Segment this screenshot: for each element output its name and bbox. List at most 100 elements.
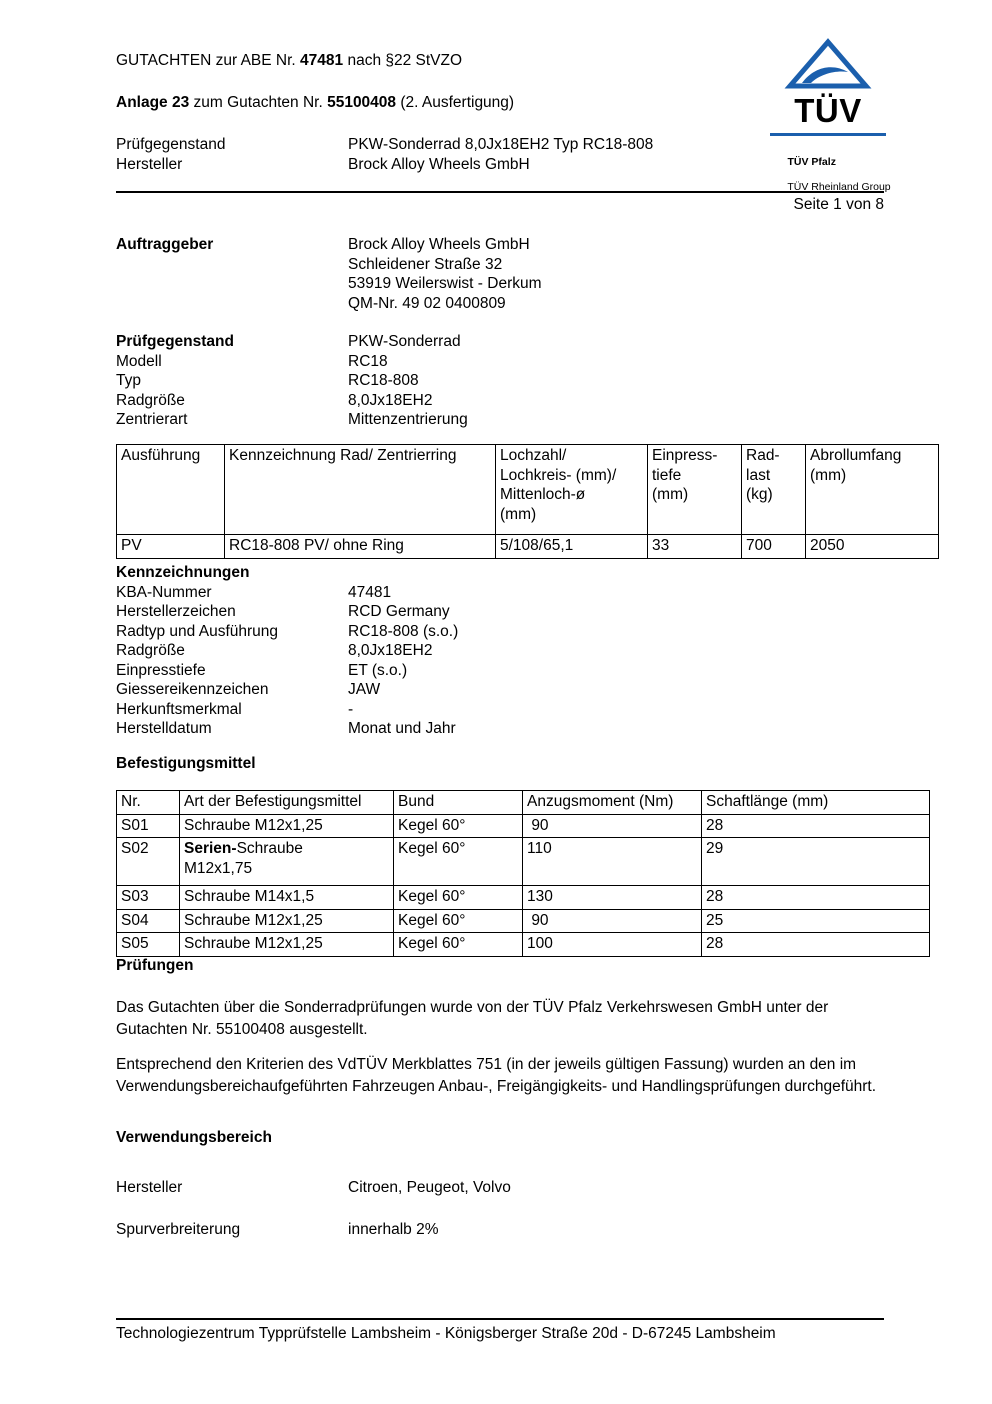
title-prefix: GUTACHTEN zur ABE Nr.: [116, 52, 301, 69]
header-row: Hersteller Brock Alloy Wheels GmbH: [116, 155, 756, 175]
kennzeichnungen-row-value: ET (s.o.): [348, 661, 408, 679]
fastener-torque: 90: [522, 908, 702, 933]
header-row-value: PKW-Sonderrad 8,0Jx18EH2 Typ RC18-808: [348, 136, 654, 153]
pruefgegenstand-row-value: RC18-808: [348, 372, 419, 389]
fastener-bund: Kegel 60°: [393, 932, 523, 957]
pruefgegenstand-heading: Prüfgegenstand: [116, 333, 234, 350]
fastener-art: Schraube M12x1,25: [179, 932, 394, 957]
fastener-art: Schraube M12x1,25: [179, 813, 394, 838]
title-suffix: nach §22 StVZO: [343, 52, 463, 69]
table-row: S01 Schraube M12x1,25 Kegel 60° 90 28: [116, 813, 930, 838]
auftraggeber-row: QM-Nr. 49 02 0400809: [116, 294, 542, 314]
table-header-row: Nr. Art der Befestigungsmittel Bund Anzu…: [116, 790, 930, 815]
fastener-length: 25: [701, 908, 930, 933]
auftraggeber-line: Brock Alloy Wheels GmbH: [348, 236, 530, 253]
fastener-torque: 90: [522, 813, 702, 838]
fastener-art-bold: Serien-: [184, 840, 237, 857]
fastener-nr: S01: [116, 813, 180, 838]
fastener-length: 28: [701, 932, 930, 957]
kennzeichnungen-row-value: 47481: [348, 583, 392, 601]
auftraggeber-spacer: [116, 255, 348, 275]
pruefgegenstand-row: Radgröße 8,0Jx18EH2: [116, 391, 468, 411]
table-header-cell: Rad- last (kg): [741, 444, 806, 535]
verwendungsbereich-row: Hersteller Citroen, Peugeot, Volvo: [116, 1167, 511, 1209]
kennzeichnungen-row-label: Giessereikennzeichen: [116, 681, 269, 698]
kennzeichnungen-row: Herkunftsmerkmal -: [116, 700, 458, 720]
pruefungen-paragraph-2: Entsprechend den Kriterien des VdTÜV Mer…: [116, 1056, 877, 1095]
table-header-row: Ausführung Kennzeichnung Rad/ Zentrierri…: [116, 444, 939, 535]
table-row: PV RC18-808 PV/ ohne Ring 5/108/65,1 33 …: [116, 534, 939, 559]
header-row: Prüfgegenstand PKW-Sonderrad 8,0Jx18EH2 …: [116, 135, 756, 155]
table-header-cell: Schaftlänge (mm): [701, 790, 930, 815]
verwendungsbereich-row-value: innerhalb 2%: [348, 1221, 439, 1238]
pruefgegenstand-row-label: Modell: [116, 352, 162, 370]
pruefungen-heading: Prüfungen: [116, 957, 194, 974]
pruefgegenstand-row-value: 8,0Jx18EH2: [348, 391, 433, 409]
kennzeichnungen-row: Einpresstiefe ET (s.o.): [116, 661, 458, 681]
kennzeichnungen-row-label: Herstelldatum: [116, 720, 212, 737]
auftraggeber-line: Schleidener Straße 32: [348, 255, 503, 273]
kennzeichnungen-row-value: JAW: [348, 681, 381, 698]
kennzeichnungen-row: KBA-Nummer 47481: [116, 583, 458, 603]
befestigungsmittel-heading: Befestigungsmittel: [116, 755, 256, 772]
pruefgegenstand-row: Typ RC18-808: [116, 371, 468, 391]
kennzeichnungen-row-value: Monat und Jahr: [348, 720, 456, 737]
fastener-art-text: Schraube M12x1,25: [184, 911, 323, 929]
tuv-logo-rule: [770, 133, 886, 136]
gutachten-number: 55100408: [327, 94, 397, 111]
footer-divider: [116, 1318, 884, 1320]
kennzeichnungen-row: Herstelldatum Monat und Jahr: [116, 719, 458, 739]
table-cell: 700: [741, 534, 806, 559]
kennzeichnungen-row-label: Herkunftsmerkmal: [116, 700, 242, 718]
table-row: S02 Serien-Schraube M12x1,75 Kegel 60° 1…: [116, 837, 930, 886]
table-header-cell: Art der Befestigungsmittel: [179, 790, 394, 815]
auftraggeber-block: Auftraggeber Brock Alloy Wheels GmbH Sch…: [116, 235, 542, 313]
tuv-triangle-icon: [784, 38, 872, 89]
anlage-label: Anlage 23: [116, 94, 190, 111]
kennzeichnungen-row-label: Herstellerzeichen: [116, 603, 236, 620]
fastener-torque: 100: [522, 932, 702, 957]
fastener-length: 29: [701, 837, 930, 886]
fastener-nr: S02: [116, 837, 180, 886]
pruefgegenstand-row-label: Radgröße: [116, 391, 185, 409]
pruefgegenstand-row-label: Zentrierart: [116, 411, 188, 428]
fastener-bund: Kegel 60°: [393, 813, 523, 838]
pruefgegenstand-row-value: Mittenzentrierung: [348, 411, 468, 428]
fastener-torque: 130: [522, 885, 702, 910]
tuv-wordmark: TÜV: [794, 92, 862, 129]
table-befestigungsmittel: Nr. Art der Befestigungsmittel Bund Anzu…: [116, 790, 930, 957]
verwendungsbereich-block: Hersteller Citroen, Peugeot, Volvo Spurv…: [116, 1167, 511, 1251]
fastener-bund: Kegel 60°: [393, 908, 523, 933]
verwendungsbereich-row-value: Citroen, Peugeot, Volvo: [348, 1179, 511, 1196]
kennzeichnungen-row-label: Einpresstiefe: [116, 661, 206, 679]
tuv-rheinland-label: TÜV Rheinland Group: [787, 180, 891, 193]
table-header-cell: Einpress- tiefe (mm): [647, 444, 742, 535]
table-header-cell: Abrollumfang (mm): [805, 444, 939, 535]
kennzeichnungen-heading: Kennzeichnungen: [116, 564, 250, 581]
kennzeichnungen-row-value: 8,0Jx18EH2: [348, 642, 433, 659]
fastener-art-text: Schraube M12x1,25: [184, 935, 323, 952]
pruefgegenstand-row: Modell RC18: [116, 352, 468, 372]
fastener-art: Serien-Schraube M12x1,75: [179, 837, 394, 886]
header-row-label: Prüfgegenstand: [116, 136, 226, 153]
kennzeichnungen-row: Giessereikennzeichen JAW: [116, 680, 458, 700]
auftraggeber-row: 53919 Weilerswist - Derkum: [116, 274, 542, 294]
abe-number: 47481: [300, 52, 344, 69]
fastener-nr: S04: [116, 908, 180, 933]
header-row-label: Hersteller: [116, 155, 183, 173]
table-cell: PV: [116, 534, 225, 559]
table-header-cell: Anzugsmoment (Nm): [522, 790, 702, 815]
kennzeichnungen-row: Herstellerzeichen RCD Germany: [116, 602, 458, 622]
table-cell: RC18-808 PV/ ohne Ring: [224, 534, 496, 559]
header-divider: [116, 191, 884, 193]
kennzeichnungen-heading-row: Kennzeichnungen: [116, 563, 458, 583]
fastener-art: Schraube M14x1,5: [179, 885, 394, 910]
tuv-pfalz-label: TÜV Pfalz: [787, 155, 836, 168]
pruefgegenstand-row: Prüfgegenstand PKW-Sonderrad: [116, 332, 468, 352]
kennzeichnungen-row-value: -: [348, 700, 354, 718]
verwendungsbereich-row: Spurverbreiterung innerhalb 2%: [116, 1209, 511, 1251]
header-row-value: Brock Alloy Wheels GmbH: [348, 155, 530, 173]
pruefgegenstand-value: PKW-Sonderrad: [348, 333, 461, 350]
table-header-cell: Kennzeichnung Rad/ Zentrierring: [224, 444, 496, 535]
